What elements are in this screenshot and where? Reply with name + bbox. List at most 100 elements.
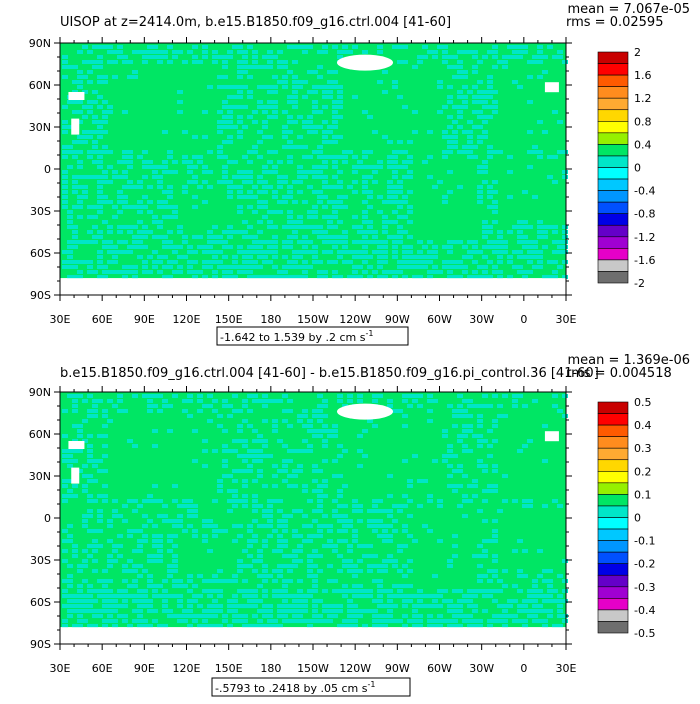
field-cell xyxy=(417,260,423,264)
field-cell xyxy=(72,100,78,104)
field-cell xyxy=(72,459,78,463)
field-cell xyxy=(302,120,308,124)
field-cell xyxy=(482,180,488,184)
field-cell xyxy=(237,569,243,573)
field-cell xyxy=(372,399,378,403)
field-cell xyxy=(307,589,313,593)
field-cell xyxy=(457,275,463,279)
field-cell xyxy=(562,245,568,249)
field-cell xyxy=(522,624,528,628)
field-cell xyxy=(367,265,373,269)
field-cell xyxy=(437,85,443,89)
field-cell xyxy=(292,90,298,94)
field-cell xyxy=(512,614,518,618)
field-cell xyxy=(287,235,293,239)
field-cell xyxy=(502,240,508,244)
field-cell xyxy=(492,50,498,54)
field-cell xyxy=(482,135,488,139)
field-cell xyxy=(332,434,338,438)
field-cell xyxy=(202,50,208,54)
field-cell xyxy=(297,190,303,194)
field-cell xyxy=(67,614,73,618)
field-cell xyxy=(342,624,348,628)
field-cell xyxy=(127,160,133,164)
field-cell xyxy=(132,579,138,583)
field-cell xyxy=(482,220,488,224)
field-cell xyxy=(312,255,318,259)
field-cell xyxy=(302,609,308,613)
field-cell xyxy=(92,60,98,64)
field-cell xyxy=(307,424,313,428)
field-cell xyxy=(387,399,393,403)
field-cell xyxy=(92,479,98,483)
field-cell xyxy=(107,150,113,154)
field-cell xyxy=(472,275,478,279)
field-cell xyxy=(317,414,323,418)
field-cell xyxy=(522,404,528,408)
field-cell xyxy=(492,419,498,423)
field-cell xyxy=(347,544,353,548)
field-cell xyxy=(202,534,208,538)
field-cell xyxy=(247,235,253,239)
field-cell xyxy=(222,165,228,169)
field-cell xyxy=(147,230,153,234)
field-cell xyxy=(92,90,98,94)
field-cell xyxy=(457,125,463,129)
field-cell xyxy=(322,45,328,49)
field-cell xyxy=(97,120,103,124)
field-cell xyxy=(352,95,358,99)
field-cell xyxy=(402,544,408,548)
colorbar-swatch xyxy=(597,236,629,249)
field-cell xyxy=(337,240,343,244)
field-cell xyxy=(177,594,183,598)
field-cell xyxy=(142,55,148,59)
field-cell xyxy=(367,190,373,194)
field-cell xyxy=(367,544,373,548)
field-cell xyxy=(297,240,303,244)
field-cell xyxy=(147,210,153,214)
y-tick-label: 60N xyxy=(29,79,51,92)
field-cell xyxy=(282,554,288,558)
field-cell xyxy=(282,539,288,543)
field-cell xyxy=(122,240,128,244)
field-cell xyxy=(67,524,73,528)
field-cell xyxy=(347,549,353,553)
field-cell xyxy=(292,85,298,89)
field-cell xyxy=(387,494,393,498)
field-cell xyxy=(207,230,213,234)
field-cell xyxy=(262,120,268,124)
field-cell xyxy=(112,544,118,548)
field-cell xyxy=(367,255,373,259)
field-cell xyxy=(322,444,328,448)
field-cell xyxy=(512,599,518,603)
field-cell xyxy=(382,569,388,573)
field-cell xyxy=(427,409,433,413)
field-cell xyxy=(397,265,403,269)
field-cell xyxy=(297,614,303,618)
field-cell xyxy=(432,265,438,269)
field-cell xyxy=(222,65,228,69)
field-cell xyxy=(432,604,438,608)
field-cell xyxy=(257,175,263,179)
field-cell xyxy=(267,504,273,508)
field-cell xyxy=(432,459,438,463)
field-cell xyxy=(312,479,318,483)
field-cell xyxy=(397,509,403,513)
field-cell xyxy=(202,589,208,593)
field-cell xyxy=(382,529,388,533)
field-cell xyxy=(252,50,258,54)
field-cell xyxy=(282,609,288,613)
field-cell xyxy=(527,270,533,274)
field-cell xyxy=(522,574,528,578)
field-cell xyxy=(362,245,368,249)
field-cell xyxy=(172,614,178,618)
field-cell xyxy=(297,165,303,169)
field-cell xyxy=(67,464,73,468)
panel-2-rms: rms = 0.004518 xyxy=(566,366,672,381)
field-cell xyxy=(152,50,158,54)
field-cell xyxy=(152,444,158,448)
field-cell xyxy=(247,529,253,533)
field-cell xyxy=(227,509,233,513)
field-cell xyxy=(287,115,293,119)
field-cell xyxy=(482,95,488,99)
